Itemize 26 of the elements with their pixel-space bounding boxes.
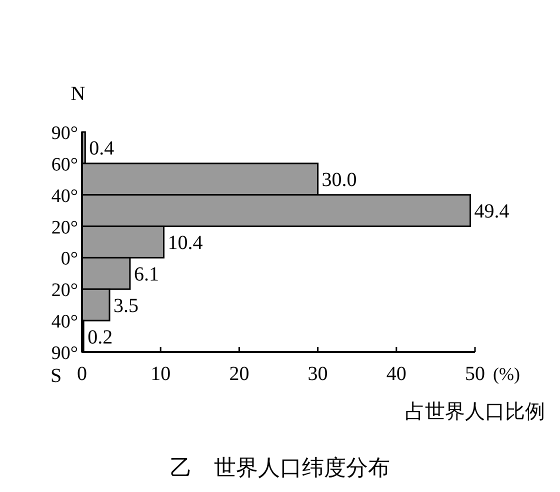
x-axis-title: 占世界人口比例 [405, 399, 545, 423]
data-label: 30.0 [322, 169, 357, 192]
text: N [70, 83, 86, 105]
data-label: 10.4 [168, 232, 203, 254]
data-label: 49.4 [474, 200, 510, 223]
text: 90° [51, 123, 78, 144]
text: 40° [51, 312, 78, 333]
text: 20° [51, 280, 78, 302]
data-label: 0.2 [88, 326, 113, 348]
x-tick-label: 10 [150, 363, 171, 385]
data-label: 6.1 [134, 263, 159, 286]
text: (%) [493, 364, 520, 384]
x-tick-label: 20 [229, 363, 250, 385]
text: 60° [51, 154, 78, 176]
text: 40° [51, 186, 78, 207]
text: S [50, 365, 62, 387]
text: 90° [51, 343, 78, 364]
text: 20° [51, 217, 78, 238]
x-tick-label: 30 [308, 363, 328, 385]
x-tick-label: 40 [386, 363, 406, 385]
text: 乙 世界人口纬度分布 [170, 456, 390, 481]
x-tick-label: 0 [77, 363, 87, 385]
data-label: 3.5 [114, 294, 139, 317]
data-label: 0.4 [89, 138, 114, 160]
text: 0° [60, 248, 78, 270]
x-tick-label: 50 [465, 363, 485, 385]
